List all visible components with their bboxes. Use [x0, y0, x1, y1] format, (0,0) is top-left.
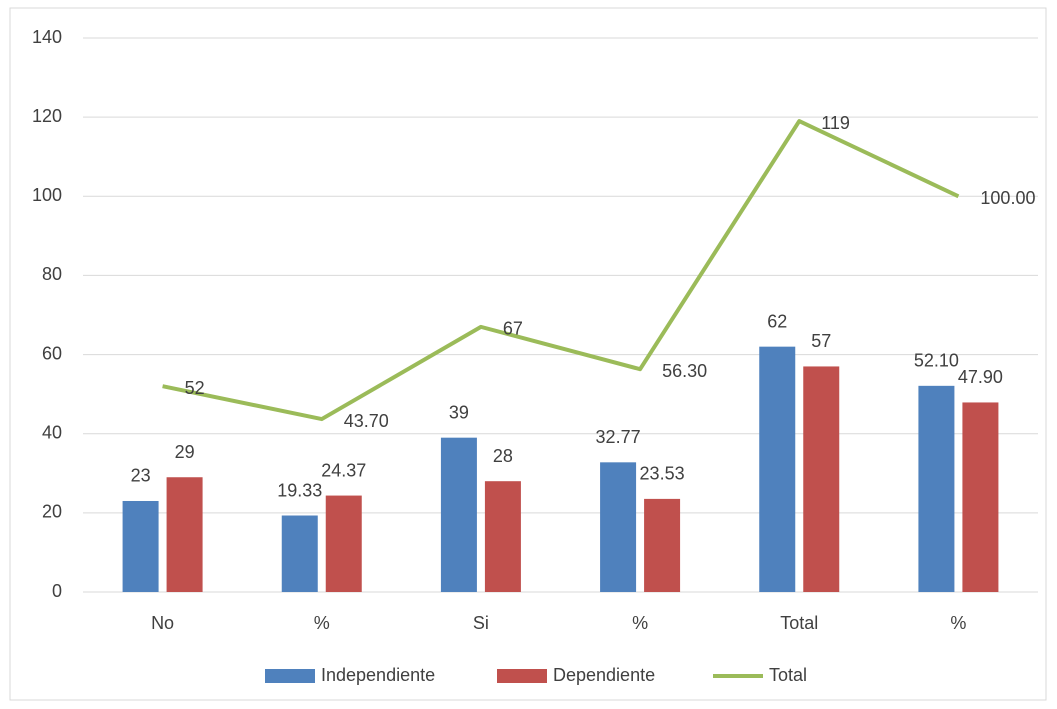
bar — [759, 346, 796, 592]
data-label: 119 — [821, 113, 850, 133]
bar — [122, 500, 159, 592]
data-label: 56.30 — [662, 361, 707, 381]
y-tick-label: 80 — [42, 264, 62, 284]
line — [162, 119, 960, 422]
data-label: 23 — [131, 466, 151, 486]
chart-border — [9, 7, 1047, 701]
data-label: 62 — [767, 311, 787, 331]
bar — [600, 462, 637, 592]
y-tick-label: 100 — [32, 185, 62, 205]
bar — [166, 477, 203, 592]
bar — [644, 498, 681, 592]
legend-label: Total — [769, 665, 807, 685]
x-tick-label: No — [151, 613, 174, 633]
x-tick-label: Total — [780, 613, 818, 633]
legend-label: Independiente — [321, 665, 435, 685]
bar — [962, 402, 999, 592]
x-tick-label: Si — [473, 613, 489, 633]
y-tick-label: 60 — [42, 343, 62, 363]
legend-label: Dependiente — [553, 665, 655, 685]
data-label: 28 — [493, 446, 513, 466]
data-label: 32.77 — [596, 427, 641, 447]
data-label: 67 — [503, 319, 523, 339]
bar — [484, 481, 521, 592]
data-label: 100.00 — [980, 188, 1035, 208]
bar — [440, 437, 477, 592]
bar — [803, 366, 840, 592]
legend-swatch — [265, 669, 315, 683]
data-label: 24.37 — [321, 460, 366, 480]
bar — [281, 515, 318, 592]
legend-swatch — [497, 669, 547, 683]
y-tick-label: 0 — [52, 581, 62, 601]
x-tick-label: % — [950, 613, 966, 633]
data-label: 39 — [449, 402, 469, 422]
data-label: 29 — [175, 442, 195, 462]
data-label: 23.53 — [640, 464, 685, 484]
x-tick-label: % — [314, 613, 330, 633]
bar — [918, 385, 955, 592]
y-tick-label: 120 — [32, 106, 62, 126]
data-label: 43.70 — [344, 411, 389, 431]
data-label: 19.33 — [277, 480, 322, 500]
data-label: 52.10 — [914, 351, 959, 371]
bar — [325, 495, 362, 592]
y-tick-label: 40 — [42, 422, 62, 442]
data-label: 52 — [185, 378, 205, 398]
data-label: 57 — [811, 331, 831, 351]
y-tick-label: 140 — [32, 27, 62, 47]
x-tick-label: % — [632, 613, 648, 633]
y-tick-label: 20 — [42, 502, 62, 522]
data-label: 47.90 — [958, 367, 1003, 387]
